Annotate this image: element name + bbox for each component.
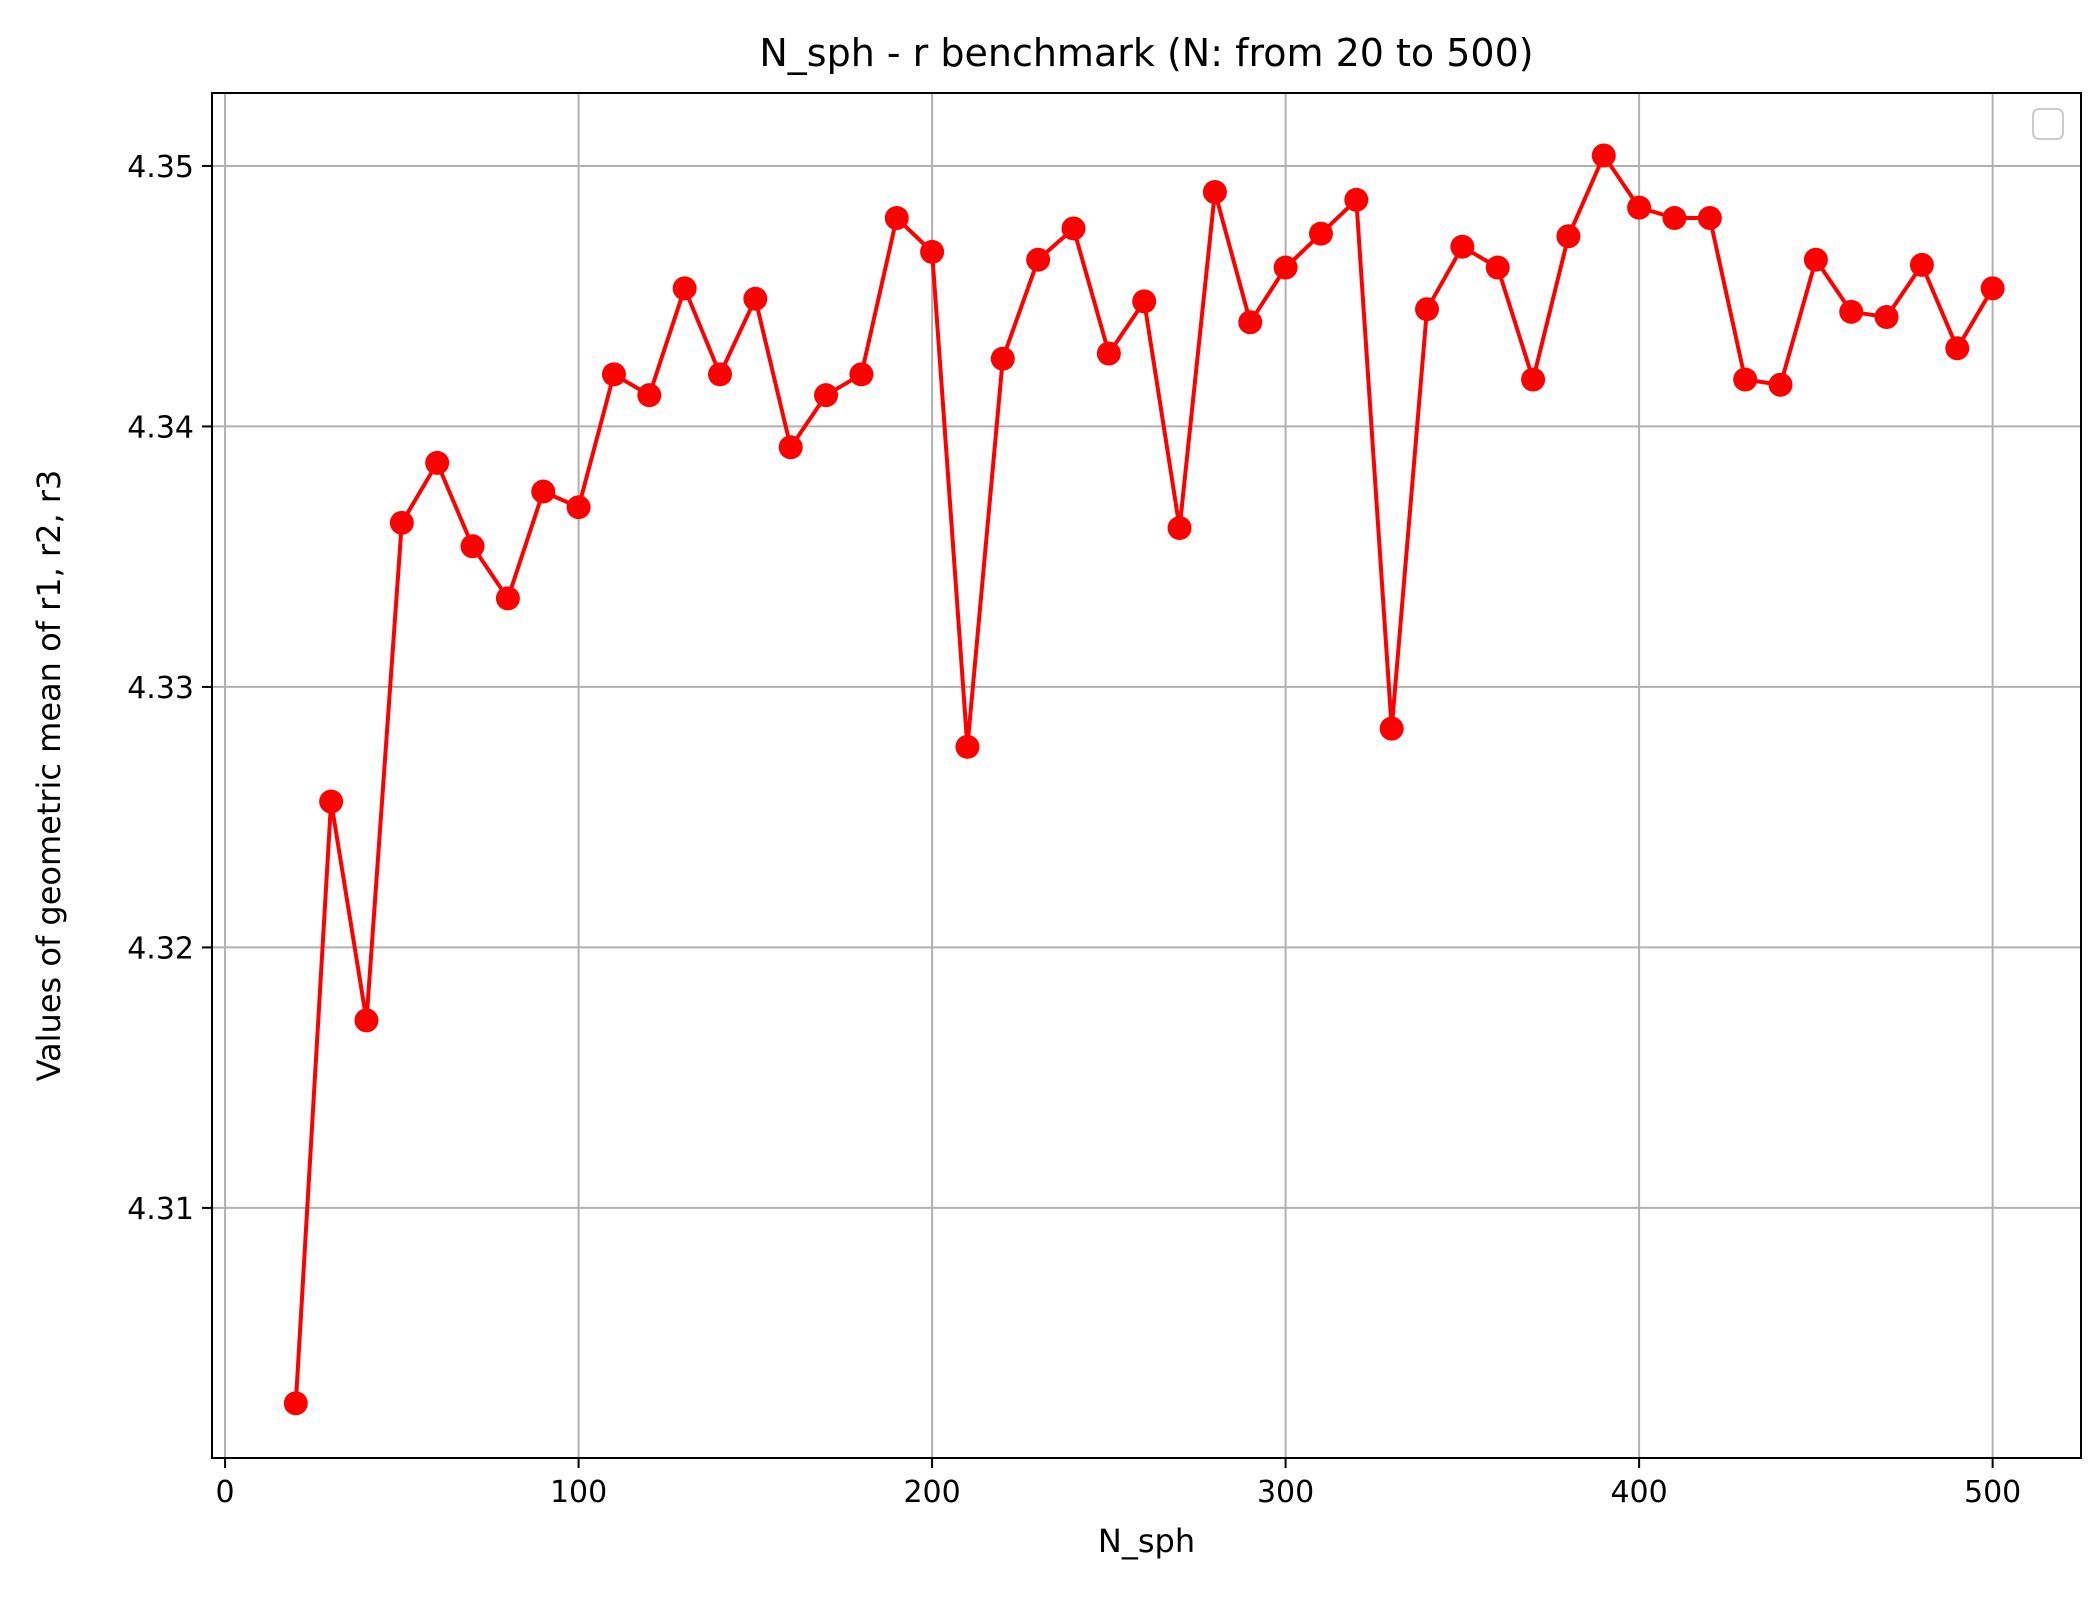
data-point <box>1697 206 1722 231</box>
data-point <box>1945 336 1970 361</box>
data-point <box>707 362 732 387</box>
y-axis-ticks: 4.31 4.32 4.33 4.34 4.35 <box>127 150 212 1227</box>
data-point <box>637 383 662 408</box>
data-point <box>1096 341 1121 366</box>
y-axis-label: Values of geometric mean of r1, r2, r3 <box>30 470 68 1082</box>
data-point <box>601 362 626 387</box>
data-point <box>814 383 839 408</box>
data-point <box>990 346 1015 371</box>
x-tick-label: 500 <box>1964 1475 2021 1510</box>
data-point <box>1308 221 1333 246</box>
data-point <box>1485 255 1510 280</box>
data-point <box>1061 216 1086 241</box>
data-point <box>1132 289 1157 314</box>
plot-frame <box>211 92 2082 1459</box>
data-point <box>1768 372 1793 397</box>
grid-lines <box>212 93 2081 1458</box>
x-tick-label: 100 <box>550 1475 607 1510</box>
data-point <box>1273 255 1298 280</box>
data-point <box>1450 234 1475 259</box>
data-point <box>1874 305 1899 330</box>
x-tick-label: 200 <box>903 1475 960 1510</box>
data-point <box>1662 206 1687 231</box>
x-axis-ticks: 0 100 200 300 400 500 <box>216 1458 2021 1510</box>
data-point <box>1379 716 1404 741</box>
data-point <box>1909 252 1934 277</box>
x-axis-label: N_sph <box>1098 1522 1195 1560</box>
data-point <box>319 789 344 814</box>
data-point <box>460 534 485 559</box>
y-tick-label: 4.35 <box>127 150 194 185</box>
data-point <box>884 206 909 231</box>
data-point <box>425 450 450 475</box>
y-tick-label: 4.33 <box>127 671 194 706</box>
data-point <box>1202 179 1227 204</box>
x-tick-label: 0 <box>216 1475 235 1510</box>
x-tick-label: 300 <box>1257 1475 1314 1510</box>
data-point <box>566 495 591 520</box>
x-tick-label: 400 <box>1610 1475 1667 1510</box>
data-point <box>849 362 874 387</box>
data-point <box>1839 299 1864 324</box>
data-point <box>1344 187 1369 212</box>
data-point <box>955 734 980 759</box>
data-point <box>743 286 768 311</box>
data-point <box>1733 367 1758 392</box>
data-point <box>920 239 945 264</box>
data-point <box>1238 310 1263 335</box>
data-point <box>495 586 520 611</box>
data-point <box>1980 276 2005 301</box>
data-point <box>1521 367 1546 392</box>
y-tick-label: 4.31 <box>127 1192 194 1227</box>
data-point <box>1591 143 1616 168</box>
data-point <box>1415 297 1440 322</box>
data-point <box>672 276 697 301</box>
y-tick-label: 4.32 <box>127 931 194 966</box>
data-point <box>1556 224 1581 249</box>
data-point <box>1167 516 1192 541</box>
data-point <box>354 1008 379 1033</box>
data-point <box>531 479 556 504</box>
y-tick-label: 4.34 <box>127 410 194 445</box>
data-point <box>283 1391 308 1416</box>
data-point <box>1803 247 1828 272</box>
data-point <box>778 435 803 460</box>
legend-box <box>2032 108 2064 140</box>
data-point <box>1026 247 1051 272</box>
data-point <box>1627 195 1652 220</box>
data-point <box>389 510 414 535</box>
chart-title: N_sph - r benchmark (N: from 20 to 500) <box>759 31 1533 75</box>
series-layer <box>283 143 2005 1416</box>
